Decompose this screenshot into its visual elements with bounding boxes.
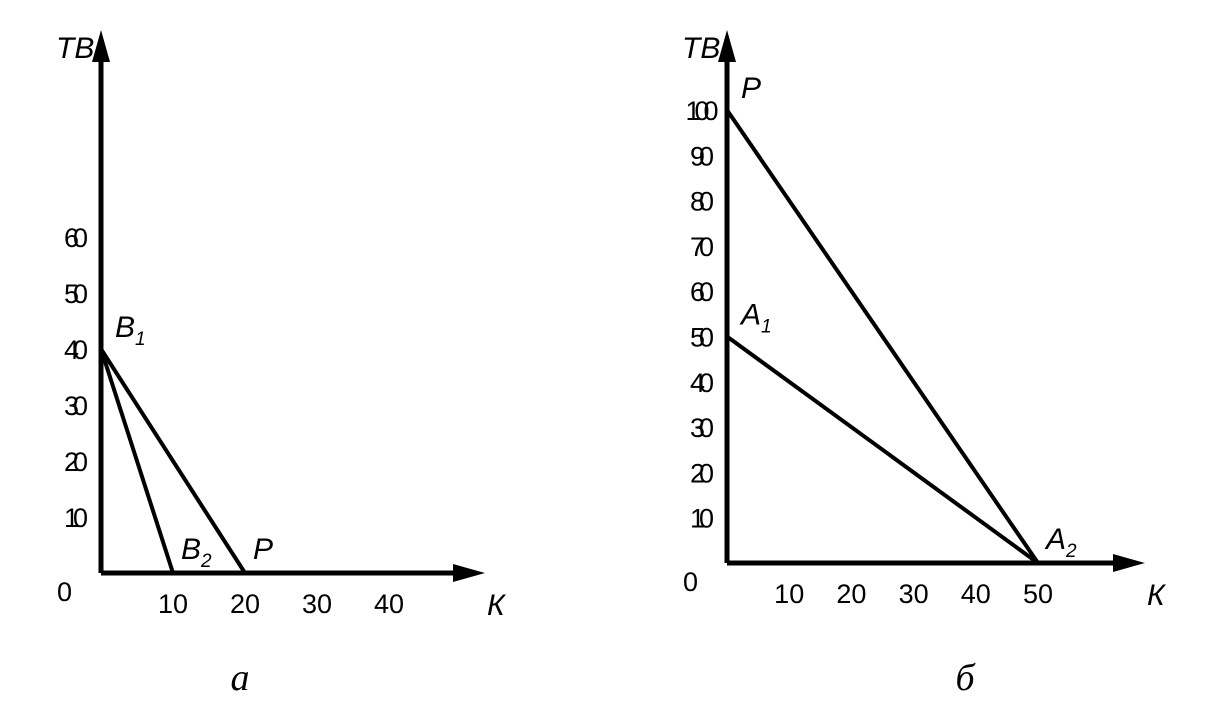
- y-tick-label: 40: [690, 368, 713, 398]
- x-axis-arrow-icon: [1113, 554, 1145, 572]
- y-tick-label: 70: [690, 232, 713, 262]
- origin-label: 0: [683, 567, 698, 597]
- y-tick-label: 80: [690, 187, 713, 217]
- x-tick-label: 20: [230, 589, 260, 619]
- x-axis-label: К: [1147, 579, 1167, 612]
- origin-label: 0: [57, 577, 72, 607]
- y-axis-arrow-icon: [718, 30, 736, 62]
- x-tick-label: 10: [774, 579, 804, 609]
- x-tick-label: 40: [374, 589, 404, 619]
- point-label: P: [253, 533, 273, 566]
- y-tick-label: 50: [690, 323, 713, 353]
- y-tick-label: 30: [690, 413, 713, 443]
- y-tick-label: 20: [690, 458, 713, 488]
- x-axis-label: К: [487, 589, 507, 622]
- y-tick-label: 10: [690, 504, 713, 534]
- point-label: P: [741, 72, 761, 105]
- x-axis-arrow-icon: [453, 564, 485, 582]
- y-tick-label: 20: [64, 447, 87, 477]
- budget-line-2: [99, 347, 247, 575]
- point-label: A1: [739, 299, 772, 338]
- point-label: A2: [1044, 523, 1077, 562]
- y-axis-arrow-icon: [92, 30, 110, 62]
- y-tick-label: 30: [64, 391, 87, 421]
- budget-line-1: [725, 108, 1040, 565]
- budget-line-1: [99, 348, 175, 574]
- y-axis-label: ТВ: [56, 32, 94, 65]
- x-tick-label: 10: [158, 589, 188, 619]
- y-tick-label: 60: [64, 223, 87, 253]
- x-tick-label: 50: [1023, 579, 1053, 609]
- y-tick-label: 50: [64, 279, 87, 309]
- point-label: B2: [181, 533, 212, 572]
- x-tick-label: 40: [961, 579, 991, 609]
- panel-caption: а: [231, 657, 250, 699]
- y-tick-label: 40: [64, 335, 87, 365]
- x-tick-label: 30: [899, 579, 929, 609]
- chart-panel-2: ТВ К 0 10 20 30 40 50 60 70 80 90 100 10 20 30 40 50 P A1 A2…: [682, 30, 1167, 699]
- y-tick-label: 10: [64, 503, 87, 533]
- point-label: B1: [115, 311, 146, 350]
- chart-panel-1: ТВ К 0 10 20 30 40 50 60 10 20 30 40 B1 B2 Pа: [56, 30, 507, 699]
- x-tick-label: 20: [836, 579, 866, 609]
- x-tick-label: 30: [302, 589, 332, 619]
- y-tick-label: 60: [690, 277, 713, 307]
- budget-line-2: [725, 334, 1040, 565]
- panel-caption: б: [955, 657, 976, 699]
- y-tick-label: 90: [690, 141, 713, 171]
- y-tick-label: 100: [685, 96, 717, 126]
- y-axis-label: ТВ: [682, 32, 720, 65]
